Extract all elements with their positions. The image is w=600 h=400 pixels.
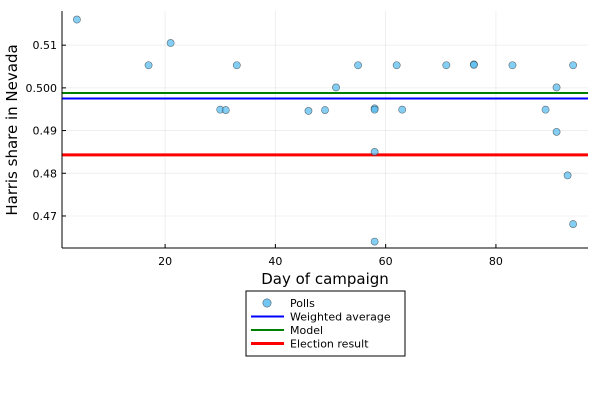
poll-point [72, 15, 81, 24]
legend-label: Election result [290, 338, 369, 351]
tick-labels: 20 40 60 80 0.47 0.48 0.49 0.500 0.51 [26, 39, 503, 268]
poll-point [569, 61, 578, 70]
poll-point [370, 237, 379, 246]
x-axis-label: Day of campaign [261, 270, 389, 288]
y-tick-label: 0.48 [33, 167, 58, 180]
poll-point [144, 61, 153, 70]
poll-point [321, 106, 329, 114]
plot-frame [61, 11, 588, 249]
poll-point [541, 105, 550, 114]
y-tick-label: 0.47 [33, 210, 58, 223]
legend-label: Weighted average [290, 311, 391, 324]
grid [62, 11, 588, 248]
scatter-points [72, 15, 578, 246]
poll-point [563, 171, 572, 180]
poll-point [569, 220, 578, 228]
poll-point [232, 61, 241, 70]
poll-point [552, 83, 561, 92]
x-tick-label: 80 [489, 255, 503, 268]
legend-label: Model [290, 324, 323, 337]
x-tick-label: 60 [379, 255, 393, 268]
legend-box [245, 290, 406, 357]
y-tick-label: 0.500 [26, 82, 58, 95]
poll-point [552, 127, 561, 136]
series-lines [62, 91, 588, 157]
poll-point [392, 61, 401, 70]
legend-label: Polls [290, 297, 315, 310]
y-tick-label: 0.51 [33, 39, 58, 52]
poll-point [332, 83, 340, 92]
poll-point [508, 61, 517, 70]
x-tick-label: 40 [268, 255, 282, 268]
poll-point [370, 148, 379, 156]
poll-point [398, 105, 407, 114]
poll-point [442, 61, 451, 70]
poll-point [370, 105, 379, 114]
poll-point [221, 106, 230, 114]
legend-marker-polls [262, 298, 272, 308]
x-tick-label: 20 [158, 255, 172, 268]
poll-point [304, 107, 313, 115]
poll-point [469, 60, 478, 69]
y-tick-label: 0.49 [33, 125, 58, 138]
poll-point [354, 61, 362, 70]
poll-point [166, 39, 175, 47]
y-axis-label: Harris share in Nevada [3, 44, 21, 215]
